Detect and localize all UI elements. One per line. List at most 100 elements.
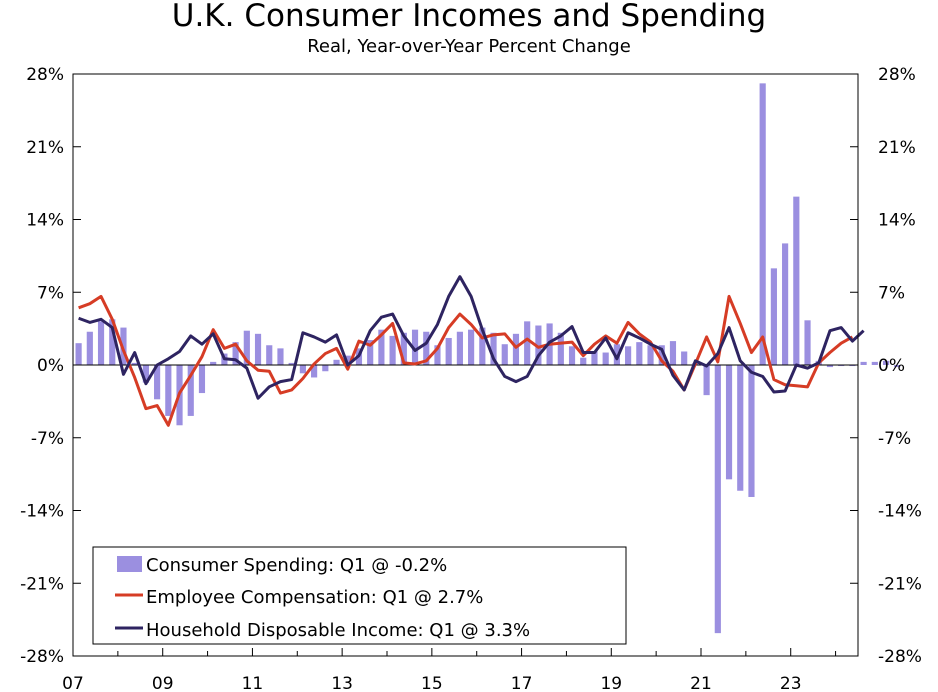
- spending-bar: [154, 365, 161, 400]
- spending-bar: [512, 333, 520, 365]
- spending-bar: [109, 319, 116, 365]
- employee-compensation-line: [78, 294, 854, 427]
- spending-bar: [266, 345, 273, 365]
- spending-bar: [468, 329, 475, 365]
- spending-bar: [243, 330, 250, 365]
- spending-bar: [860, 361, 867, 365]
- y-tick-label-left: -21%: [20, 574, 64, 594]
- legend-label-spending: Consumer Spending: Q1 @ -0.2%: [146, 555, 447, 576]
- x-tick-label: 15: [421, 674, 443, 692]
- y-tick-label-right: 14%: [878, 211, 916, 231]
- spending-bar: [703, 365, 710, 396]
- spending-bar: [782, 243, 789, 365]
- y-tick-label-right: -7%: [878, 429, 911, 449]
- spending-bar: [277, 348, 284, 365]
- spending-bar: [288, 362, 295, 365]
- spending-bars: [75, 83, 901, 634]
- spending-bar: [445, 337, 452, 365]
- y-tick-label-left: 28%: [26, 65, 64, 85]
- spending-bar: [210, 361, 217, 365]
- spending-bar: [400, 332, 407, 365]
- spending-bar: [658, 345, 665, 365]
- legend-box: [92, 546, 627, 645]
- spending-bar: [535, 325, 542, 365]
- legend-label-income: Household Disposable Income: Q1 @ 3.3%: [146, 620, 530, 641]
- spending-bar: [871, 361, 878, 365]
- spending-bar: [434, 345, 441, 365]
- spending-bar: [748, 365, 755, 497]
- y-tick-label-right: 0%: [878, 356, 905, 376]
- x-tick-label: 17: [511, 674, 533, 692]
- x-tick-label: 09: [152, 674, 174, 692]
- spending-bar: [299, 365, 306, 374]
- spending-bar: [97, 321, 105, 365]
- y-tick-label-right: -21%: [878, 574, 922, 594]
- y-tick-label-left: 21%: [26, 138, 64, 158]
- spending-bar: [131, 362, 138, 365]
- household-disposable-income-line: [78, 275, 865, 400]
- chart-title: U.K. Consumer Incomes and Spending: [171, 0, 767, 34]
- spending-bar: [568, 346, 576, 365]
- spending-bar: [770, 268, 777, 365]
- spending-bar: [804, 320, 811, 365]
- y-tick-label-left: 14%: [26, 211, 64, 231]
- x-tick-label: 21: [690, 674, 712, 692]
- spending-bar: [591, 351, 598, 365]
- spending-bar: [322, 365, 329, 372]
- y-tick-label-right: 21%: [878, 138, 916, 158]
- spending-bar: [838, 365, 845, 367]
- spending-bar: [75, 343, 82, 365]
- spending-bar: [636, 342, 643, 365]
- x-tick-label: 23: [780, 674, 802, 692]
- spending-bar: [142, 365, 149, 383]
- spending-bar: [311, 365, 318, 378]
- legend-label-compensation: Employee Compensation: Q1 @ 2.7%: [146, 587, 483, 608]
- spending-bar: [344, 355, 351, 365]
- spending-bar: [793, 196, 800, 365]
- spending-bar: [725, 365, 733, 480]
- spending-bar: [198, 365, 206, 394]
- y-tick-label-left: -28%: [20, 647, 64, 667]
- spending-bar: [580, 357, 587, 365]
- spending-bar: [894, 365, 901, 368]
- y-tick-label-right: -28%: [878, 647, 922, 667]
- legend-swatch-spending: [117, 556, 142, 572]
- spending-bar: [714, 365, 721, 634]
- spending-bar: [254, 333, 262, 365]
- spending-bar: [826, 365, 834, 368]
- spending-bar: [411, 329, 419, 365]
- y-tick-label-right: 28%: [878, 65, 916, 85]
- y-axis-left: 28% 21% 14% 7% 0% -7% -14% -21% -28%: [20, 65, 81, 667]
- chart-subtitle: Real, Year-over-Year Percent Change: [307, 36, 631, 57]
- spending-bar: [86, 331, 93, 365]
- legend: Consumer Spending: Q1 @ -0.2% Employee C…: [92, 546, 627, 645]
- spending-bar: [389, 335, 396, 365]
- x-axis: 07 09 11 13 15 17 19 21 23: [62, 648, 837, 692]
- spending-bar: [602, 352, 609, 365]
- spending-bar: [490, 332, 497, 365]
- spending-bar: [367, 340, 374, 365]
- spending-bar: [333, 359, 340, 365]
- spending-bar: [849, 365, 856, 367]
- spending-bar: [759, 83, 766, 365]
- spending-bar: [613, 344, 620, 365]
- spending-bar: [501, 344, 508, 365]
- spending-bar: [165, 365, 172, 416]
- x-tick-label: 07: [62, 674, 84, 692]
- spending-bar: [232, 342, 239, 365]
- spending-bar: [187, 365, 194, 416]
- y-axis-right: 28% 21% 14% 7% 0% -7% -14% -21% -28%: [850, 65, 922, 667]
- spending-bar: [423, 331, 430, 365]
- spending-bar: [737, 365, 744, 491]
- x-tick-label: 19: [600, 674, 622, 692]
- spending-bar: [647, 345, 654, 365]
- x-tick-label: 13: [331, 674, 353, 692]
- y-tick-label-left: 7%: [37, 283, 64, 303]
- spending-bar: [456, 331, 463, 365]
- x-tick-label: 11: [242, 674, 264, 692]
- spending-bar: [625, 346, 632, 365]
- y-tick-label-left: -7%: [31, 429, 64, 449]
- y-tick-label-left: 0%: [37, 356, 64, 376]
- spending-bar: [524, 321, 531, 365]
